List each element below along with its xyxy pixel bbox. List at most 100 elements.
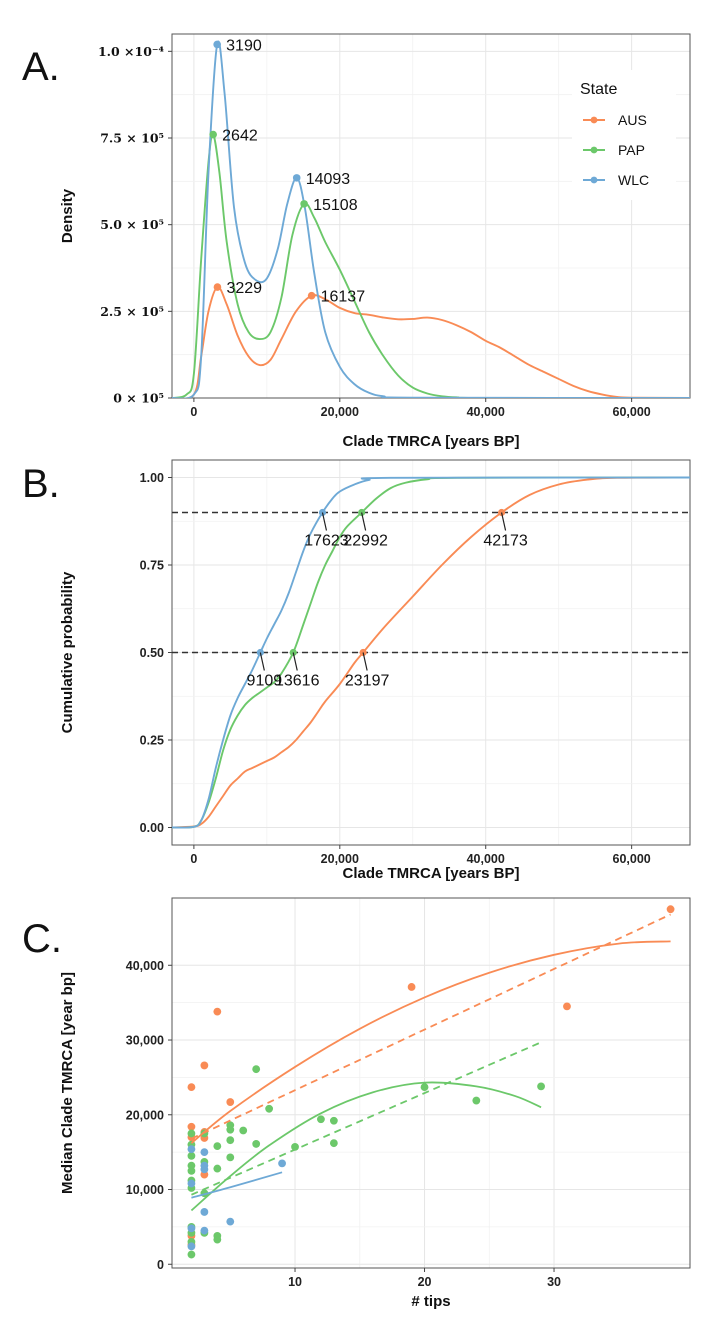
- legend-label: WLC: [618, 172, 649, 188]
- peak-label: 16137: [321, 289, 366, 306]
- y-tick-label: 0.50: [140, 646, 164, 660]
- y-tick-label: 0 × 10⁵: [113, 391, 164, 406]
- x-tick-label: 0: [190, 852, 197, 866]
- scatter-point-aus: [187, 1122, 196, 1131]
- scatter-point-wlc: [200, 1148, 209, 1157]
- scatter-point-pap: [187, 1166, 196, 1175]
- fit-lines: [190, 913, 671, 1212]
- peak-label: 2642: [222, 128, 258, 145]
- scatter-point-pap: [291, 1143, 299, 1151]
- panel-a-density: A. 0 20,000 40,000 60,000 0 × 10⁵ 2.5 × 10⁵ 5.…: [22, 33, 691, 450]
- legend-key-dot: [590, 116, 598, 124]
- scatter-point-wlc: [187, 1224, 196, 1233]
- scatter-point-aus: [200, 1061, 209, 1070]
- label-leader: [292, 652, 298, 671]
- peak-label: 3190: [226, 37, 262, 54]
- y-tick-label: 0.75: [140, 559, 164, 573]
- x-tick-label: 40,000: [467, 405, 505, 419]
- series-line-pap: [172, 476, 690, 829]
- legend-label: PAP: [618, 142, 645, 158]
- label-leader: [259, 652, 265, 671]
- scatter-point-pap: [317, 1115, 325, 1124]
- x-tick-label: 10: [288, 1275, 302, 1289]
- scatter-point-pap: [239, 1126, 248, 1135]
- fit-line-aus-dashed: [191, 913, 671, 1140]
- y-tick-label: 40,000: [126, 959, 164, 973]
- series-lines: [172, 476, 690, 829]
- peak-marker: [213, 40, 221, 49]
- quantile-label: 9109: [247, 673, 283, 690]
- y-tick-label: 0.00: [140, 821, 164, 835]
- peak-label: 3229: [226, 280, 262, 297]
- scatter-point-pap: [213, 1235, 222, 1244]
- scatter-point-pap: [472, 1096, 481, 1105]
- quantile-label: 13616: [275, 673, 320, 690]
- x-tick-label: 0: [190, 405, 197, 419]
- scatter-point-aus: [407, 983, 416, 991]
- scatter-point-aus: [187, 1083, 196, 1092]
- panel-c-letter: C.: [22, 917, 62, 961]
- quantile-label: 17623: [304, 533, 349, 550]
- scatter-point-wlc: [187, 1179, 196, 1188]
- y-tick-label: 10,000: [126, 1183, 164, 1197]
- peak-marker: [307, 291, 316, 300]
- fit-line-pap-dashed: [191, 1041, 542, 1196]
- y-axis-title: Density: [59, 188, 76, 243]
- scatter-point-aus: [563, 1002, 571, 1011]
- scatter-point-pap: [252, 1065, 261, 1074]
- y-tick-label: 30,000: [126, 1034, 164, 1048]
- scatter-point-pap: [226, 1136, 235, 1145]
- x-axis-title: Clade TMRCA [years BP]: [343, 865, 520, 882]
- scatter-point-pap: [329, 1116, 338, 1125]
- legend-title: State: [580, 81, 617, 98]
- gridlines: [172, 898, 690, 1268]
- y-axis-title: Median Clade TMRCA [year bp]: [59, 972, 76, 1194]
- legend-background: [572, 70, 676, 200]
- scatter-point-pap: [187, 1129, 196, 1138]
- panel-b-letter: B.: [22, 462, 60, 506]
- label-leader: [321, 512, 328, 531]
- panel-b-cumulative: B. 0 20,000 40,000 60,000 0.00 0.25 0.50 0.75 1.…: [22, 459, 691, 882]
- x-tick-label: 40,000: [467, 852, 505, 866]
- x-tick-label: 60,000: [613, 852, 651, 866]
- series-line-aus: [172, 286, 690, 398]
- annotations: 3190 2642 14093 15108 3229 16137: [209, 37, 366, 306]
- scatter-point-pap: [213, 1164, 222, 1173]
- legend-key-dot: [590, 146, 598, 154]
- scatter-point-wlc: [187, 1242, 196, 1251]
- fit-line-pap-solid: [190, 1081, 542, 1212]
- scatter-point-pap: [420, 1083, 429, 1092]
- scatter-point-pap: [265, 1104, 274, 1113]
- scatter-point-aus: [213, 1007, 222, 1016]
- peak-marker: [213, 283, 222, 291]
- x-tick-label: 30: [547, 1275, 561, 1289]
- panel-c-scatter: C. 10 20 30 0 10,000 20,000 30,000 40,000 # tips…: [22, 897, 691, 1310]
- y-tick-label: 0.25: [140, 734, 164, 748]
- scatter-point-pap: [187, 1250, 196, 1259]
- scatter-point-pap: [252, 1140, 261, 1148]
- quantile-label: 23197: [345, 673, 390, 690]
- scatter-point-wlc: [200, 1208, 209, 1216]
- x-tick-label: 20,000: [321, 852, 359, 866]
- quantile-label: 22992: [343, 533, 388, 550]
- panel-a-letter: A.: [22, 45, 60, 89]
- y-tick-label: 0: [157, 1258, 164, 1272]
- y-tick-label: 2.5 × 10⁵: [100, 304, 164, 319]
- fit-line-wlc-solid: [191, 1171, 283, 1199]
- scatter-point-wlc: [226, 1217, 235, 1226]
- quantile-label: 42173: [483, 533, 528, 550]
- plot-border: [171, 897, 691, 1269]
- label-leader: [500, 512, 507, 531]
- series-line-aus: [172, 476, 690, 829]
- scatter-point-pap: [226, 1153, 235, 1162]
- x-tick-label: 20,000: [321, 405, 359, 419]
- peak-label: 14093: [306, 171, 351, 188]
- y-tick-label: 20,000: [126, 1108, 164, 1122]
- series-line-wlc: [172, 40, 690, 398]
- label-leader: [362, 652, 368, 671]
- label-leader: [361, 512, 367, 531]
- peak-marker: [209, 130, 217, 139]
- y-tick-label: 5.0 × 10⁵: [100, 217, 164, 232]
